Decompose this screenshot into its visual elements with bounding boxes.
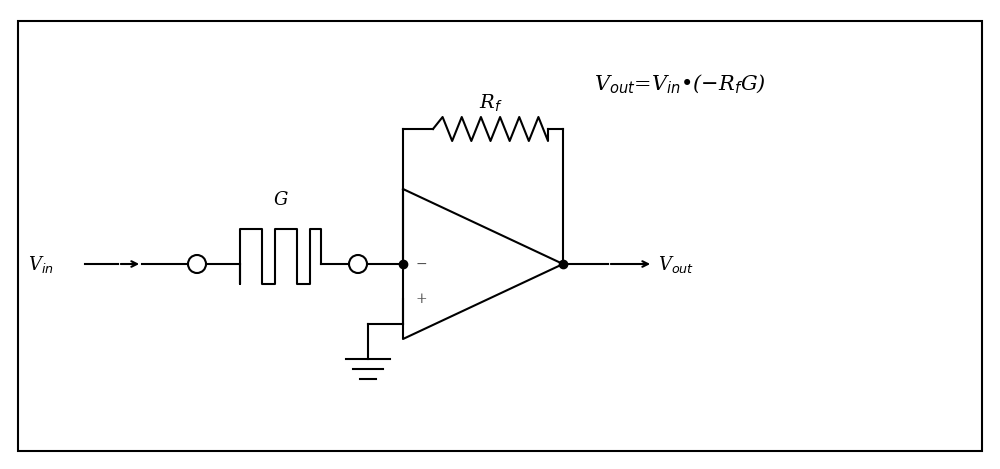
Text: +: + [415,292,427,306]
Circle shape [188,255,206,273]
Text: R$_f$: R$_f$ [479,93,502,114]
Circle shape [349,255,367,273]
Text: V$_{out}$=V$_{in}$•(−R$_f$G): V$_{out}$=V$_{in}$•(−R$_f$G) [594,72,766,96]
Text: G: G [273,191,288,209]
Text: V$_{in}$: V$_{in}$ [28,254,54,274]
Text: −: − [415,257,427,271]
Text: V$_{out}$: V$_{out}$ [658,254,694,274]
